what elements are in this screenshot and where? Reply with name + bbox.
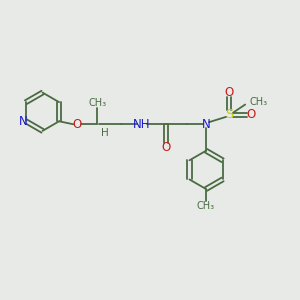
Text: O: O <box>247 108 256 121</box>
Text: O: O <box>224 85 234 99</box>
Text: N: N <box>202 118 210 131</box>
Text: S: S <box>225 108 233 121</box>
Text: CH₃: CH₃ <box>197 201 215 211</box>
Text: NH: NH <box>133 118 150 131</box>
Text: H: H <box>101 128 109 138</box>
Text: CH₃: CH₃ <box>88 98 106 108</box>
Text: O: O <box>161 141 170 154</box>
Text: O: O <box>72 118 81 131</box>
Text: N: N <box>19 115 28 128</box>
Text: CH₃: CH₃ <box>250 97 268 106</box>
